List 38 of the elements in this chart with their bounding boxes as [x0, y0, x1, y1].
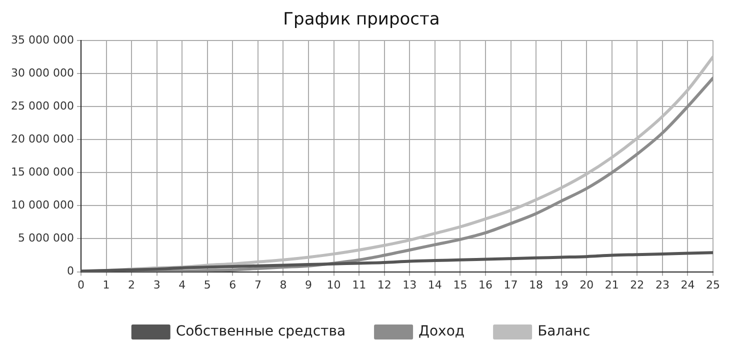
- x-tick-label: 12: [377, 278, 392, 292]
- x-tick-label: 23: [655, 278, 670, 292]
- x-tick-label: 0: [77, 278, 84, 292]
- x-tick-label: 25: [706, 278, 720, 292]
- x-tick-label: 15: [453, 278, 468, 292]
- x-tick-label: 1: [102, 278, 110, 292]
- chart-title: График прироста: [283, 10, 440, 30]
- y-tick-label: 15 000 000: [10, 165, 74, 178]
- legend-label: Доход: [418, 324, 465, 340]
- x-tick-label: 14: [428, 278, 442, 292]
- y-tick-label: 25 000 000: [10, 99, 74, 112]
- x-tick-label: 7: [254, 278, 262, 292]
- y-tick-label: 20 000 000: [10, 132, 74, 146]
- x-tick-label: 24: [680, 278, 695, 292]
- x-tick-label: 11: [352, 278, 366, 292]
- y-tick-label: 5 000 000: [18, 232, 74, 245]
- x-tick-label: 10: [326, 278, 341, 292]
- x-tick-label: 8: [280, 278, 287, 292]
- legend-label: Баланс: [538, 324, 590, 340]
- x-tick-label: 21: [604, 278, 619, 292]
- x-tick-label: 4: [178, 278, 186, 292]
- x-tick-label: 19: [554, 278, 568, 292]
- x-tick-label: 13: [402, 278, 417, 292]
- y-tick-label: 30 000 000: [10, 66, 74, 80]
- x-tick-label: 5: [204, 278, 211, 292]
- x-tick-label: 3: [153, 278, 160, 292]
- x-tick-label: 18: [529, 278, 544, 292]
- y-tick-label: 35 000 000: [10, 33, 74, 46]
- x-tick-label: 22: [630, 278, 644, 292]
- x-tick-label: 9: [305, 278, 312, 292]
- x-tick-label: 2: [128, 278, 136, 292]
- y-tick-label: 0: [66, 264, 74, 278]
- x-tick-label: 16: [478, 278, 492, 292]
- legend-label: Собственные средства: [176, 324, 346, 340]
- x-tick-label: 20: [580, 278, 594, 292]
- y-tick-label: 10 000 000: [10, 198, 74, 212]
- x-tick-label: 6: [229, 278, 236, 292]
- x-tick-label: 17: [504, 278, 518, 292]
